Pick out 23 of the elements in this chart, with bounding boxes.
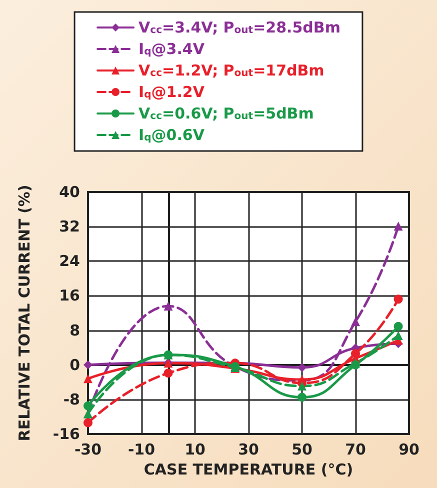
y-tick-label: 0 [70, 356, 80, 374]
y-tick-label: 24 [59, 252, 80, 270]
y-tick-label: 32 [59, 218, 80, 236]
legend-label: Iq@3.4V [138, 40, 205, 58]
legend-label: Vcc=1.2V; Pout=17dBm [138, 62, 324, 80]
y-tick-label: 40 [59, 183, 80, 201]
legend-label: Vcc=3.4V; Pout=28.5dBm [138, 18, 340, 36]
x-tick-label: 10 [184, 440, 206, 458]
x-tick-label: -30 [74, 440, 102, 458]
y-tick-label: 8 [70, 321, 80, 340]
x-axis-title: CASE TEMPERATURE (°C) [144, 460, 354, 478]
x-tick-label: 30 [238, 440, 259, 458]
x-tick-label: -10 [128, 440, 156, 458]
y-tick-label: -16 [52, 425, 80, 443]
x-tick-label: 90 [398, 440, 420, 458]
legend-label: Iq@0.6V [138, 126, 205, 144]
legend-label: Iq@1.2V [138, 83, 205, 101]
y-tick-label: -8 [63, 390, 80, 408]
x-tick-label: 50 [292, 440, 312, 458]
x-tick-label: 70 [345, 440, 366, 458]
y-axis-title: RELATIVE TOTAL CURRENT (%) [16, 184, 34, 442]
y-tick-label: 16 [59, 286, 80, 305]
legend-label: Vcc=0.6V; Pout=5dBm [138, 104, 314, 122]
